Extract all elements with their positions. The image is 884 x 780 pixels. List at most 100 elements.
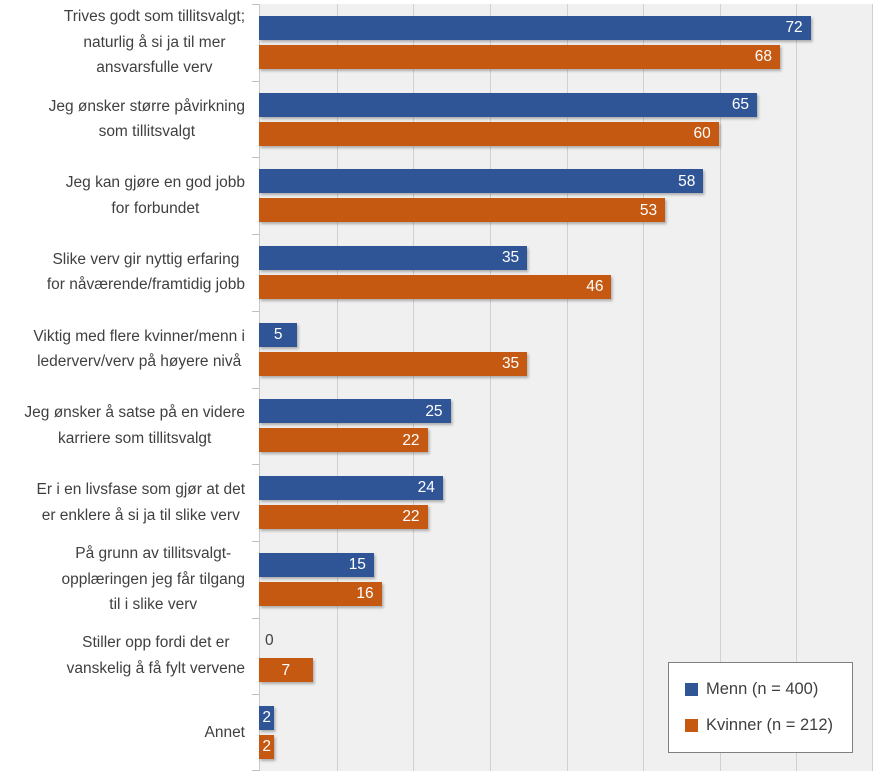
category-label-cell: Jeg kan gjøre en god jobb for forbundet <box>0 157 259 234</box>
bar-value-label: 22 <box>402 508 420 526</box>
category-label: Viktig med flere kvinner/menn i lederver… <box>33 327 245 371</box>
bar-menn: 35 <box>259 245 528 270</box>
bar-value-label: 0 <box>265 632 274 650</box>
gridline <box>489 4 491 771</box>
category-label-cell: Er i en livsfase som gjør at det er enkl… <box>0 464 259 541</box>
category-label-cell: Jeg ønsker større påvirkning som tillits… <box>0 81 259 158</box>
bars-cell: 35 46 <box>259 234 872 311</box>
bars-cell: 15 16 <box>259 541 872 618</box>
category-row: Jeg ønsker større påvirkning som tillits… <box>0 81 884 158</box>
gridline <box>413 4 415 771</box>
bar-track: 72 <box>259 15 872 40</box>
gridline <box>643 4 645 771</box>
bar-track: 58 <box>259 169 872 194</box>
category-label: Slike verv gir nyttig erfaring for nåvær… <box>46 250 245 294</box>
axis-tick <box>252 387 259 389</box>
bar-value-label: 25 <box>425 402 443 420</box>
bar-value-label: 58 <box>678 172 696 190</box>
category-label-cell: Trives godt som tillitsvalgt; naturlig å… <box>0 4 259 81</box>
bar-kvinner: 53 <box>259 198 666 223</box>
bar-kvinner: 46 <box>259 274 612 299</box>
category-row: Er i en livsfase som gjør at det er enkl… <box>0 464 884 541</box>
bar-value-label: 15 <box>348 556 366 574</box>
category-label-cell: På grunn av tillitsvalgt- opplæringen je… <box>0 541 259 618</box>
axis-tick <box>252 234 259 236</box>
axis-tick <box>252 617 259 619</box>
category-label: Jeg kan gjøre en god jobb for forbundet <box>65 174 245 217</box>
category-label-cell: Annet <box>0 694 259 771</box>
category-label: Jeg ønsker å satse på en videre karriere… <box>24 404 245 447</box>
bar-track: 60 <box>259 121 872 146</box>
bar-menn: 65 <box>259 92 758 117</box>
bar-value-label: 65 <box>731 95 750 113</box>
category-label: Annet <box>204 723 245 741</box>
bar-track: 22 <box>259 428 872 453</box>
gridline <box>719 4 721 771</box>
bar-kvinner: 22 <box>259 505 428 530</box>
axis-tick <box>252 310 259 312</box>
axis-tick <box>252 770 259 771</box>
bar-track: 65 <box>259 92 872 117</box>
bar-track: 53 <box>259 198 872 223</box>
category-row: Jeg kan gjøre en god jobb for forbundet 5… <box>0 157 884 234</box>
bars-cell: 72 68 <box>259 4 872 81</box>
bar-track: 35 <box>259 351 872 376</box>
bars-cell: 58 53 <box>259 157 872 234</box>
category-label: Jeg ønsker større påvirkning som tillits… <box>48 97 245 141</box>
rows: Trives godt som tillitsvalgt; naturlig å… <box>0 4 884 771</box>
gridline <box>796 4 798 771</box>
axis-tick <box>252 4 259 5</box>
bar-menn: 72 <box>259 15 811 40</box>
bar-menn: 15 <box>259 552 374 577</box>
category-row: Stiller opp fordi det er vanskelig å få … <box>0 618 884 695</box>
bar-kvinner: 2 <box>259 735 275 760</box>
bar-kvinner: 60 <box>259 121 719 146</box>
bar-value-label: 68 <box>754 48 773 66</box>
bar-track: 35 <box>259 245 872 270</box>
bar-value-label: 5 <box>273 325 283 343</box>
bar-track: 68 <box>259 44 872 69</box>
category-row: Slike verv gir nyttig erfaring for nåvær… <box>0 234 884 311</box>
bar-track: 0 <box>259 629 872 653</box>
axis-tick <box>252 694 259 696</box>
bar-track: 2 <box>259 735 872 760</box>
axis-tick <box>252 464 259 466</box>
bars-cell: 5 35 <box>259 311 872 388</box>
bar-menn: 2 <box>259 706 275 731</box>
category-label: På grunn av tillitsvalgt- opplæringen je… <box>61 545 245 614</box>
bar-menn: 24 <box>259 476 443 501</box>
bar-track: 24 <box>259 476 872 501</box>
y-axis-ticks <box>252 4 259 771</box>
bars-cell: 24 22 <box>259 464 872 541</box>
bar-track: 5 <box>259 322 872 347</box>
bar-value-label: 7 <box>281 661 291 679</box>
gridline <box>566 4 568 771</box>
axis-tick <box>252 540 259 542</box>
bar-kvinner: 22 <box>259 428 428 453</box>
bar-track: 22 <box>259 505 872 530</box>
bar-track: 25 <box>259 399 872 424</box>
category-label-cell: Jeg ønsker å satse på en videre karriere… <box>0 388 259 465</box>
gridline <box>872 4 873 771</box>
axis-tick <box>252 80 259 82</box>
category-row: Annet 2 2 <box>0 694 884 771</box>
bar-value-label: 16 <box>356 585 374 603</box>
bar-kvinner: 7 <box>259 658 313 683</box>
legend-swatch-kvinner <box>685 719 698 732</box>
axis-tick <box>252 157 259 159</box>
bar-menn: 25 <box>259 399 451 424</box>
bar-value-label: 72 <box>785 19 803 37</box>
bar-value-label: 2 <box>262 738 271 756</box>
bar-track: 15 <box>259 552 872 577</box>
category-row: Jeg ønsker å satse på en videre karriere… <box>0 388 884 465</box>
bar-track: 7 <box>259 658 872 683</box>
legend-label-menn: Menn (n = 400) <box>706 680 819 698</box>
legend-item-kvinner: Kvinner (n = 212) <box>685 716 852 735</box>
category-row: Viktig med flere kvinner/menn i lederver… <box>0 311 884 388</box>
bar-kvinner: 16 <box>259 581 382 606</box>
bar-value-label: 2 <box>262 709 271 727</box>
category-row: Trives godt som tillitsvalgt; naturlig å… <box>0 4 884 81</box>
